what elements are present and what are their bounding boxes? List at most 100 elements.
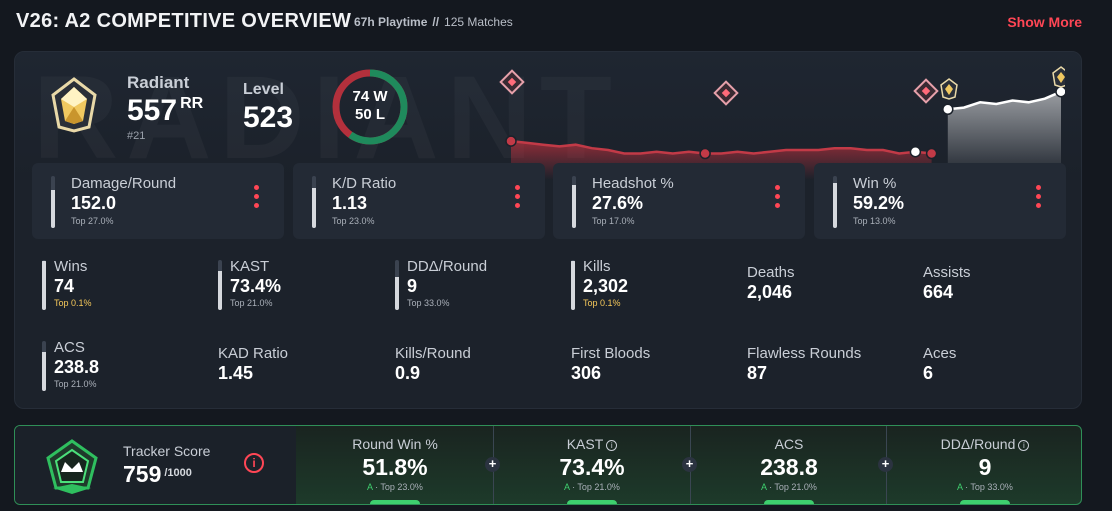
tracker-score-value: 759/1000 — [123, 461, 192, 488]
stat-card-kd-ratio[interactable]: K/D Ratio 1.13 Top 23.0% — [293, 163, 545, 239]
tracker-cell-dd-delta[interactable]: DDΔ/Round i 9 A · Top 33.0% — [887, 426, 1081, 504]
more-options-icon[interactable] — [775, 185, 781, 211]
rr-point — [505, 135, 517, 147]
win-loss-ring — [332, 69, 408, 145]
stat-value: 1.45 — [218, 363, 254, 383]
tracker-cell-round-win[interactable]: Round Win % 51.8% A · Top 23.0% — [297, 426, 493, 504]
percentile-bar — [51, 176, 55, 228]
stat-wins[interactable]: Wins 74 Top 0.1% — [42, 258, 202, 310]
leaderboard-position: #21 — [127, 130, 146, 142]
stat-flawless-rounds[interactable]: Flawless Rounds 87 — [747, 345, 907, 397]
info-icon[interactable]: i — [606, 440, 618, 451]
stat-value: 27.6% — [592, 193, 644, 213]
stat-deaths[interactable]: Deaths 2,046 — [747, 264, 907, 316]
stat-percentile: Top 33.0% — [407, 298, 450, 308]
plus-icon[interactable]: + — [682, 457, 697, 472]
tracker-cell-label: DDΔ/Round i — [887, 436, 1081, 452]
stat-first-bloods[interactable]: First Bloods 306 — [571, 345, 731, 397]
tracker-cell-grade: A · Top 21.0% — [691, 482, 887, 492]
grade-percentile: · Top 21.0% — [766, 482, 817, 492]
stat-value: 9 — [407, 276, 418, 296]
stat-percentile: Top 21.0% — [54, 379, 97, 389]
tracker-cell-grade: A · Top 33.0% — [887, 482, 1081, 492]
stat-label: KAST — [230, 258, 270, 275]
stat-percentile: Top 23.0% — [332, 216, 375, 226]
stat-kast[interactable]: KAST 73.4% Top 21.0% — [218, 258, 378, 310]
tracker-score-label: Tracker Score — [123, 443, 211, 459]
tracker-cell-kast[interactable]: KAST i 73.4% A · Top 21.0% — [494, 426, 690, 504]
rank-marker-icon — [499, 69, 525, 95]
stat-value: 74 — [54, 276, 75, 296]
stat-kills-round[interactable]: Kills/Round 0.9 — [395, 345, 555, 397]
rr-point — [699, 147, 711, 160]
more-options-icon[interactable] — [1036, 185, 1042, 211]
percentile-bar — [42, 341, 46, 391]
stat-assists[interactable]: Assists 664 — [923, 264, 1081, 316]
stat-kills[interactable]: Kills 2,302 Top 0.1% — [571, 258, 731, 310]
stat-label: Flawless Rounds — [747, 345, 862, 362]
rank-rr-unit: RR — [180, 95, 204, 112]
stat-percentile: Top 0.1% — [583, 298, 621, 308]
stat-label: KAD Ratio — [218, 345, 289, 362]
stat-label: ACS — [54, 339, 85, 356]
radiant-rank-icon — [51, 77, 97, 133]
stat-percentile: Top 17.0% — [592, 216, 635, 226]
stat-card-damage-round[interactable]: Damage/Round 152.0 Top 27.0% — [32, 163, 284, 239]
info-icon[interactable]: i — [1018, 440, 1030, 451]
tracker-cell-grade: A · Top 21.0% — [494, 482, 690, 492]
stat-value: 306 — [571, 363, 602, 383]
tracker-cell-value: 51.8% — [362, 454, 428, 480]
percentile-bar — [395, 260, 399, 310]
stat-aces[interactable]: Aces 6 — [923, 345, 1081, 397]
tracker-cell-label: ACS — [774, 436, 804, 452]
rr-point — [1055, 85, 1065, 98]
stat-value: 59.2% — [853, 193, 905, 213]
win-loss-text: 74 W 50 L — [331, 88, 409, 124]
rank-up-markers — [499, 66, 1065, 106]
stat-label: Kills/Round — [395, 345, 471, 362]
plus-icon[interactable]: + — [485, 457, 500, 472]
tracker-cell-grade: A · Top 23.0% — [297, 482, 493, 492]
stat-label: K/D Ratio — [332, 175, 397, 192]
stat-value: 6 — [923, 363, 934, 383]
stat-label: Headshot % — [592, 175, 674, 192]
rr-radiant-area — [947, 91, 1061, 180]
overview-header: V26: A2 COMPETITIVE OVERVIEW 67h Playtim… — [0, 0, 1112, 44]
stat-label: Deaths — [747, 264, 795, 281]
radiant-marker-icon — [1052, 66, 1065, 88]
percentile-bar — [218, 260, 222, 310]
stat-acs[interactable]: ACS 238.8 Top 21.0% — [42, 339, 202, 391]
show-more-link[interactable]: Show More — [1007, 14, 1082, 30]
stat-card-win-pct[interactable]: Win % 59.2% Top 13.0% — [814, 163, 1066, 239]
stat-percentile: Top 21.0% — [230, 298, 273, 308]
stat-kad-ratio[interactable]: KAD Ratio 1.45 — [218, 345, 378, 397]
rank-marker-icon — [913, 78, 939, 104]
radiant-marker-icon — [940, 78, 958, 100]
stat-value: 238.8 — [54, 357, 100, 377]
win-arc — [332, 69, 408, 145]
stat-card-headshot[interactable]: Headshot % 27.6% Top 17.0% — [553, 163, 805, 239]
rank-rr: 557 RR — [127, 94, 203, 128]
rr-immortal-line — [510, 139, 932, 155]
meta-separator: // — [432, 15, 440, 29]
grade-letter: A — [761, 482, 767, 492]
tracker-cell-label-text: KAST — [566, 436, 604, 452]
stat-label: Kills — [583, 258, 611, 275]
stat-percentile: Top 27.0% — [71, 216, 114, 226]
info-icon[interactable]: i — [244, 453, 264, 473]
stat-value: 0.9 — [395, 363, 421, 383]
more-options-icon[interactable] — [254, 185, 260, 211]
stat-label: Wins — [54, 258, 88, 275]
more-options-icon[interactable] — [515, 185, 521, 211]
stat-label: Assists — [923, 264, 971, 281]
plus-icon[interactable]: + — [878, 457, 893, 472]
tracker-cell-label-text: DDΔ/Round — [940, 436, 1016, 452]
stat-percentile: Top 13.0% — [853, 216, 896, 226]
stat-percentile: Top 0.1% — [54, 298, 92, 308]
tracker-cell-acs[interactable]: ACS 238.8 A · Top 21.0% — [691, 426, 887, 504]
stat-value: 87 — [747, 363, 768, 383]
grade-pill — [567, 500, 617, 504]
stat-dd-delta-round[interactable]: DDΔ/Round 9 Top 33.0% — [395, 258, 555, 310]
